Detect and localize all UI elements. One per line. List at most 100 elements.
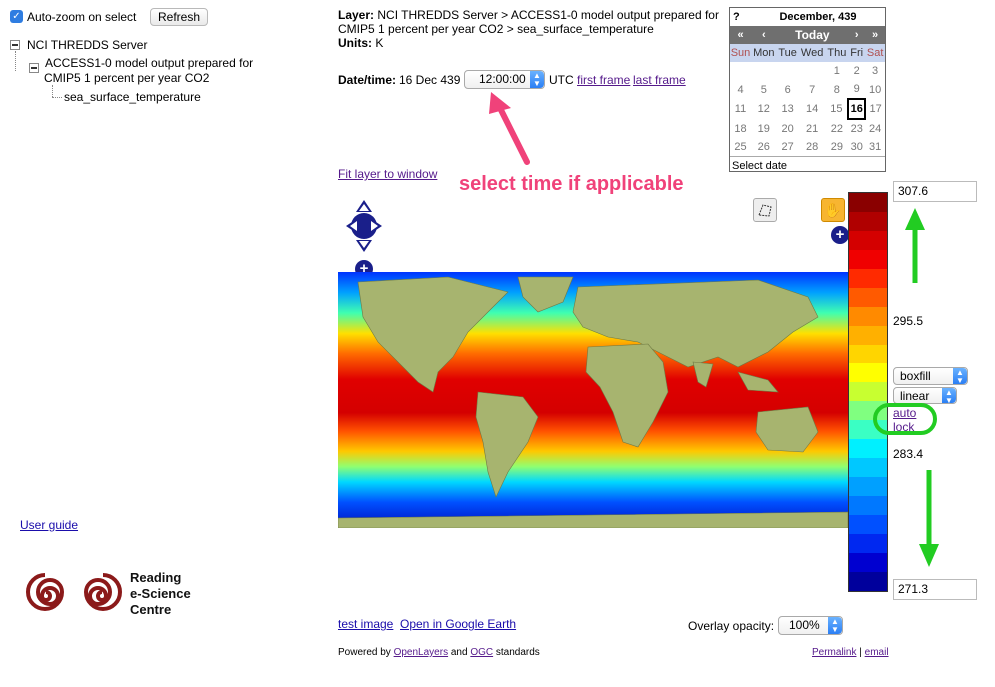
- first-frame-link[interactable]: first frame: [577, 73, 631, 87]
- refresh-button[interactable]: Refresh: [150, 8, 209, 26]
- day-header: Thu: [825, 44, 849, 62]
- autozoom-checkbox[interactable]: ✓: [10, 10, 23, 23]
- last-frame-link[interactable]: last frame: [633, 73, 686, 87]
- tree-collapse-icon[interactable]: [29, 63, 39, 73]
- calendar-day[interactable]: 9: [853, 83, 860, 95]
- units-label: Units:: [338, 36, 372, 50]
- pan-hand-icon[interactable]: ✋: [821, 198, 845, 222]
- calendar-day[interactable]: 26: [757, 141, 770, 153]
- draw-polygon-tool[interactable]: [753, 198, 777, 222]
- permalink-link[interactable]: Permalink: [812, 647, 857, 658]
- date-picker-calendar[interactable]: ? December, 439 « ‹ Today › » Sun Mon Tu…: [729, 7, 886, 175]
- tree-collapse-icon[interactable]: [10, 40, 20, 50]
- calendar-day[interactable]: 29: [830, 141, 843, 153]
- chevron-updown-icon: ▲ ▼: [942, 388, 956, 405]
- pan-control[interactable]: [344, 198, 384, 254]
- calendar-day[interactable]: 10: [868, 83, 882, 96]
- calendar-day[interactable]: 19: [757, 122, 770, 135]
- scale-max-input[interactable]: 307.6: [893, 181, 977, 202]
- layer-label: Layer:: [338, 8, 375, 22]
- annotation-arrow: [489, 92, 530, 165]
- logo-line3: Centre: [130, 602, 172, 617]
- style-value: boxfill: [900, 369, 931, 383]
- annotation-text: select time if applicable: [459, 173, 684, 195]
- date-value: 16 Dec 439: [399, 73, 461, 87]
- color-scale-segment: [849, 439, 887, 459]
- calendar-day[interactable]: 8: [833, 83, 840, 96]
- openlayers-link[interactable]: OpenLayers: [393, 647, 449, 658]
- next-month-button[interactable]: ›: [848, 26, 866, 44]
- footer-links: Permalink | email: [812, 647, 889, 658]
- calendar-day[interactable]: 18: [734, 122, 747, 135]
- ogc-link[interactable]: OGC: [470, 647, 494, 658]
- calendar-day[interactable]: 3: [872, 65, 879, 77]
- tree-dataset[interactable]: ACCESS1-0 model output prepared for: [45, 56, 254, 70]
- color-scale-segment: [849, 287, 887, 307]
- lock-scale-link[interactable]: lock: [893, 420, 915, 434]
- calendar-footer: Select date: [730, 156, 885, 175]
- time-select[interactable]: 12:00:00 ▲ ▼: [464, 70, 545, 89]
- calendar-day[interactable]: 20: [781, 122, 794, 135]
- calendar-day[interactable]: 4: [737, 83, 744, 96]
- calendar-day[interactable]: 31: [868, 141, 882, 153]
- day-header: Mon: [751, 44, 777, 62]
- calendar-day[interactable]: 1: [833, 65, 840, 77]
- tree-server[interactable]: NCI THREDDS Server: [27, 38, 148, 52]
- tree-variable[interactable]: sea_surface_temperature: [64, 90, 201, 104]
- calendar-day[interactable]: 7: [809, 83, 816, 96]
- calendar-day[interactable]: 27: [781, 141, 794, 153]
- calendar-day[interactable]: 12: [757, 103, 770, 115]
- color-scale-segment: [849, 193, 887, 212]
- calendar-day[interactable]: 13: [781, 103, 794, 115]
- color-scale-segment: [849, 268, 887, 288]
- calendar-help-button[interactable]: ?: [733, 11, 740, 23]
- color-scale-segment: [849, 533, 887, 553]
- chevron-updown-icon: ▲ ▼: [953, 368, 967, 385]
- day-header: Sat: [865, 44, 885, 62]
- tree-dataset-line2[interactable]: CMIP5 1 percent per year CO2: [44, 71, 210, 85]
- today-button[interactable]: Today: [776, 26, 849, 44]
- auto-scale-link[interactable]: auto: [893, 406, 917, 420]
- chevron-updown-icon: ▲ ▼: [828, 617, 842, 634]
- prev-year-button[interactable]: «: [730, 26, 751, 44]
- and-text: and: [450, 647, 468, 658]
- scale-min-input[interactable]: 271.3: [893, 579, 977, 600]
- polyline-icon: [758, 204, 772, 217]
- style-select[interactable]: boxfill ▲ ▼: [893, 367, 968, 385]
- prev-month-button[interactable]: ‹: [751, 26, 777, 44]
- map-view[interactable]: [338, 272, 848, 528]
- user-guide-link[interactable]: User guide: [20, 518, 79, 532]
- google-earth-link[interactable]: Open in Google Earth: [400, 617, 517, 631]
- calendar-day[interactable]: 28: [806, 141, 819, 153]
- calendar-day[interactable]: 14: [806, 103, 819, 115]
- calendar-day[interactable]: 2: [853, 65, 860, 77]
- calendar-day[interactable]: 5: [760, 83, 767, 96]
- layer-switcher-plus[interactable]: +: [831, 226, 849, 244]
- test-image-link[interactable]: test image: [338, 617, 394, 631]
- layer-text: NCI THREDDS Server > ACCESS1-0 model out…: [377, 8, 719, 22]
- scale-type-select[interactable]: linear ▲ ▼: [893, 387, 957, 405]
- calendar-day[interactable]: 25: [734, 141, 747, 153]
- tree-connector: [15, 51, 16, 71]
- calendar-day[interactable]: 11: [734, 103, 747, 115]
- calendar-day[interactable]: 24: [868, 122, 882, 135]
- calendar-day[interactable]: 15: [830, 103, 843, 115]
- opacity-select[interactable]: 100% ▲ ▼: [778, 616, 843, 635]
- calendar-day[interactable]: 21: [806, 122, 819, 135]
- layer-info: Layer: NCI THREDDS Server > ACCESS1-0 mo…: [338, 8, 728, 50]
- autozoom-label: Auto-zoom on select: [27, 10, 137, 24]
- calendar-day[interactable]: 16: [847, 98, 867, 120]
- fit-layer-link[interactable]: Fit layer to window: [338, 167, 438, 181]
- calendar-day[interactable]: 23: [850, 123, 863, 135]
- calendar-day[interactable]: 6: [784, 83, 791, 96]
- color-scale-segment: [849, 363, 887, 383]
- calendar-day[interactable]: 17: [869, 103, 882, 115]
- calendar-day[interactable]: 30: [850, 141, 863, 153]
- calendar-day[interactable]: 22: [830, 122, 843, 135]
- email-link[interactable]: email: [864, 647, 889, 658]
- next-year-button[interactable]: »: [865, 26, 885, 44]
- color-scale-segment: [849, 306, 887, 326]
- color-scale-segment: [849, 325, 887, 345]
- color-scale-segment: [849, 458, 887, 478]
- reading-escience-logo: [26, 573, 122, 611]
